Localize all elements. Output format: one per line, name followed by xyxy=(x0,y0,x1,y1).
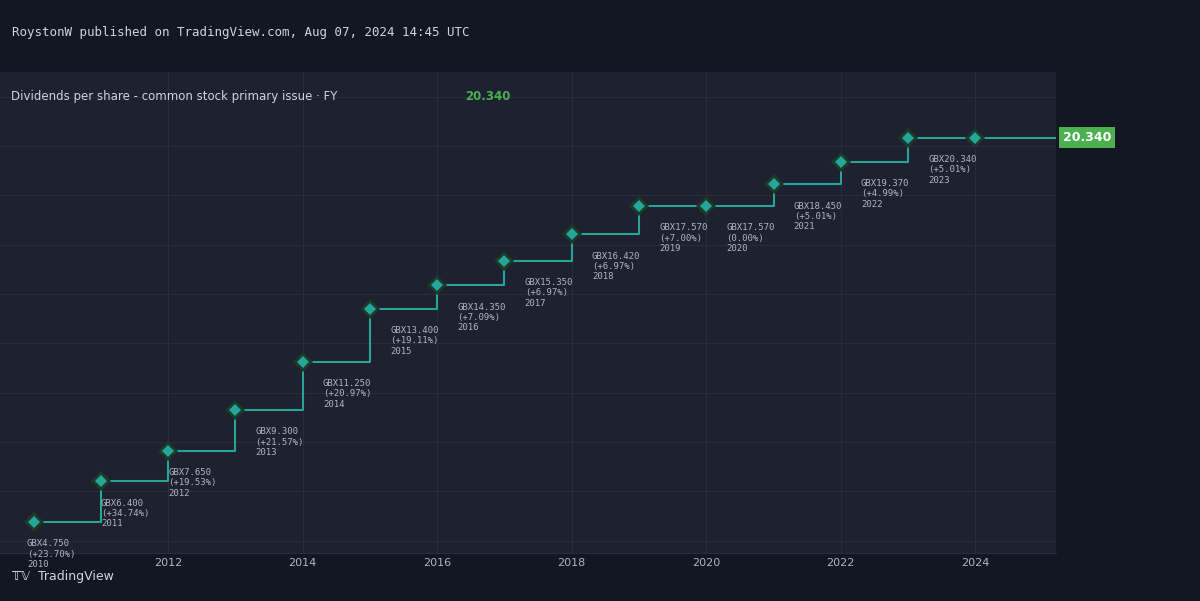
Text: GBX19.370
(+4.99%)
2022: GBX19.370 (+4.99%) 2022 xyxy=(860,179,910,209)
Text: GBX13.400
(+19.11%)
2015: GBX13.400 (+19.11%) 2015 xyxy=(390,326,438,356)
Text: 20.340: 20.340 xyxy=(1063,131,1111,144)
Text: RoystonW published on TradingView.com, Aug 07, 2024 14:45 UTC: RoystonW published on TradingView.com, A… xyxy=(12,26,469,39)
Text: GBX15.350
(+6.97%)
2017: GBX15.350 (+6.97%) 2017 xyxy=(524,278,574,308)
Text: 𝕋𝕍  TradingView: 𝕋𝕍 TradingView xyxy=(12,570,114,584)
Text: GBX17.570
(0.00%)
2020: GBX17.570 (0.00%) 2020 xyxy=(726,223,775,253)
Text: GBX6.400
(+34.74%)
2011: GBX6.400 (+34.74%) 2011 xyxy=(101,499,149,528)
Text: Dividends per share - common stock primary issue · FY: Dividends per share - common stock prima… xyxy=(11,90,344,103)
Text: GBX11.250
(+20.97%)
2014: GBX11.250 (+20.97%) 2014 xyxy=(323,379,371,409)
Text: GBX7.650
(+19.53%)
2012: GBX7.650 (+19.53%) 2012 xyxy=(168,468,216,498)
Text: GBX4.750
(+23.70%)
2010: GBX4.750 (+23.70%) 2010 xyxy=(26,539,76,569)
Text: GBX14.350
(+7.09%)
2016: GBX14.350 (+7.09%) 2016 xyxy=(457,303,505,332)
Text: GBX17.570
(+7.00%)
2019: GBX17.570 (+7.00%) 2019 xyxy=(659,223,708,253)
Text: GBX20.340
(+5.01%)
2023: GBX20.340 (+5.01%) 2023 xyxy=(929,155,977,185)
Text: GBX18.450
(+5.01%)
2021: GBX18.450 (+5.01%) 2021 xyxy=(793,201,842,231)
Text: GBX16.420
(+6.97%)
2018: GBX16.420 (+6.97%) 2018 xyxy=(592,252,641,281)
Text: GBX9.300
(+21.57%)
2013: GBX9.300 (+21.57%) 2013 xyxy=(256,427,304,457)
Text: 20.340: 20.340 xyxy=(464,90,510,103)
